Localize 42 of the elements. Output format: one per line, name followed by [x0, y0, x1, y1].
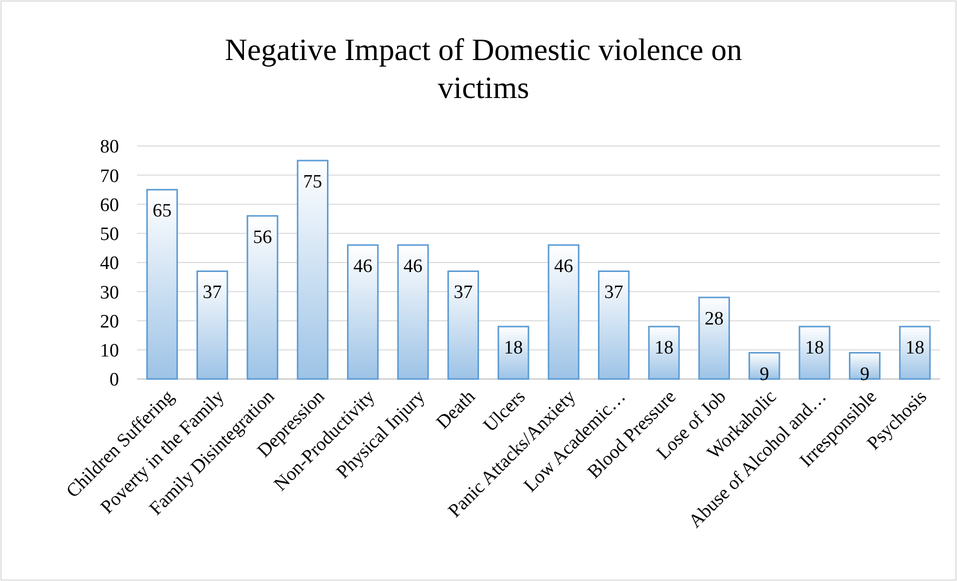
y-tick-label: 0 — [110, 370, 119, 391]
bar — [397, 244, 429, 380]
y-tick-label: 30 — [100, 282, 119, 304]
data-label: 56 — [252, 226, 272, 248]
data-label: 75 — [303, 172, 322, 193]
bar — [347, 244, 379, 380]
data-label: 18 — [905, 338, 924, 359]
bar — [698, 296, 730, 380]
y-tick-label: 60 — [100, 194, 119, 216]
data-label: 9 — [860, 364, 870, 385]
bar — [648, 326, 680, 380]
y-tick-label: 50 — [100, 224, 119, 246]
data-label: 18 — [654, 338, 674, 359]
y-tick-label: 20 — [100, 311, 119, 332]
y-tick-label: 70 — [100, 166, 119, 187]
bar — [498, 326, 530, 380]
bar — [848, 352, 881, 380]
data-label: 28 — [704, 308, 724, 330]
bar — [748, 352, 780, 380]
data-label: 37 — [202, 282, 222, 304]
bar — [447, 270, 480, 380]
bar — [296, 160, 328, 380]
y-tick-label: 10 — [100, 340, 119, 362]
data-label: 9 — [760, 364, 770, 385]
data-label: 37 — [454, 282, 473, 304]
bar — [146, 188, 178, 380]
y-tick-label: 40 — [100, 253, 119, 274]
bar — [899, 326, 931, 380]
bar — [798, 326, 830, 380]
bar — [196, 270, 228, 380]
data-label: 65 — [152, 200, 172, 222]
bar — [548, 244, 580, 380]
data-label: 46 — [353, 256, 372, 278]
data-label: 46 — [404, 256, 423, 278]
data-label: 46 — [554, 256, 574, 278]
data-label: 18 — [805, 338, 824, 359]
chart-title: Negative Impact of Domestic violence on victims — [224, 32, 743, 105]
bar — [246, 215, 278, 380]
y-tick-label: 80 — [100, 136, 119, 158]
data-label: 18 — [504, 338, 523, 359]
data-label: 37 — [604, 282, 624, 304]
bar — [598, 270, 630, 380]
